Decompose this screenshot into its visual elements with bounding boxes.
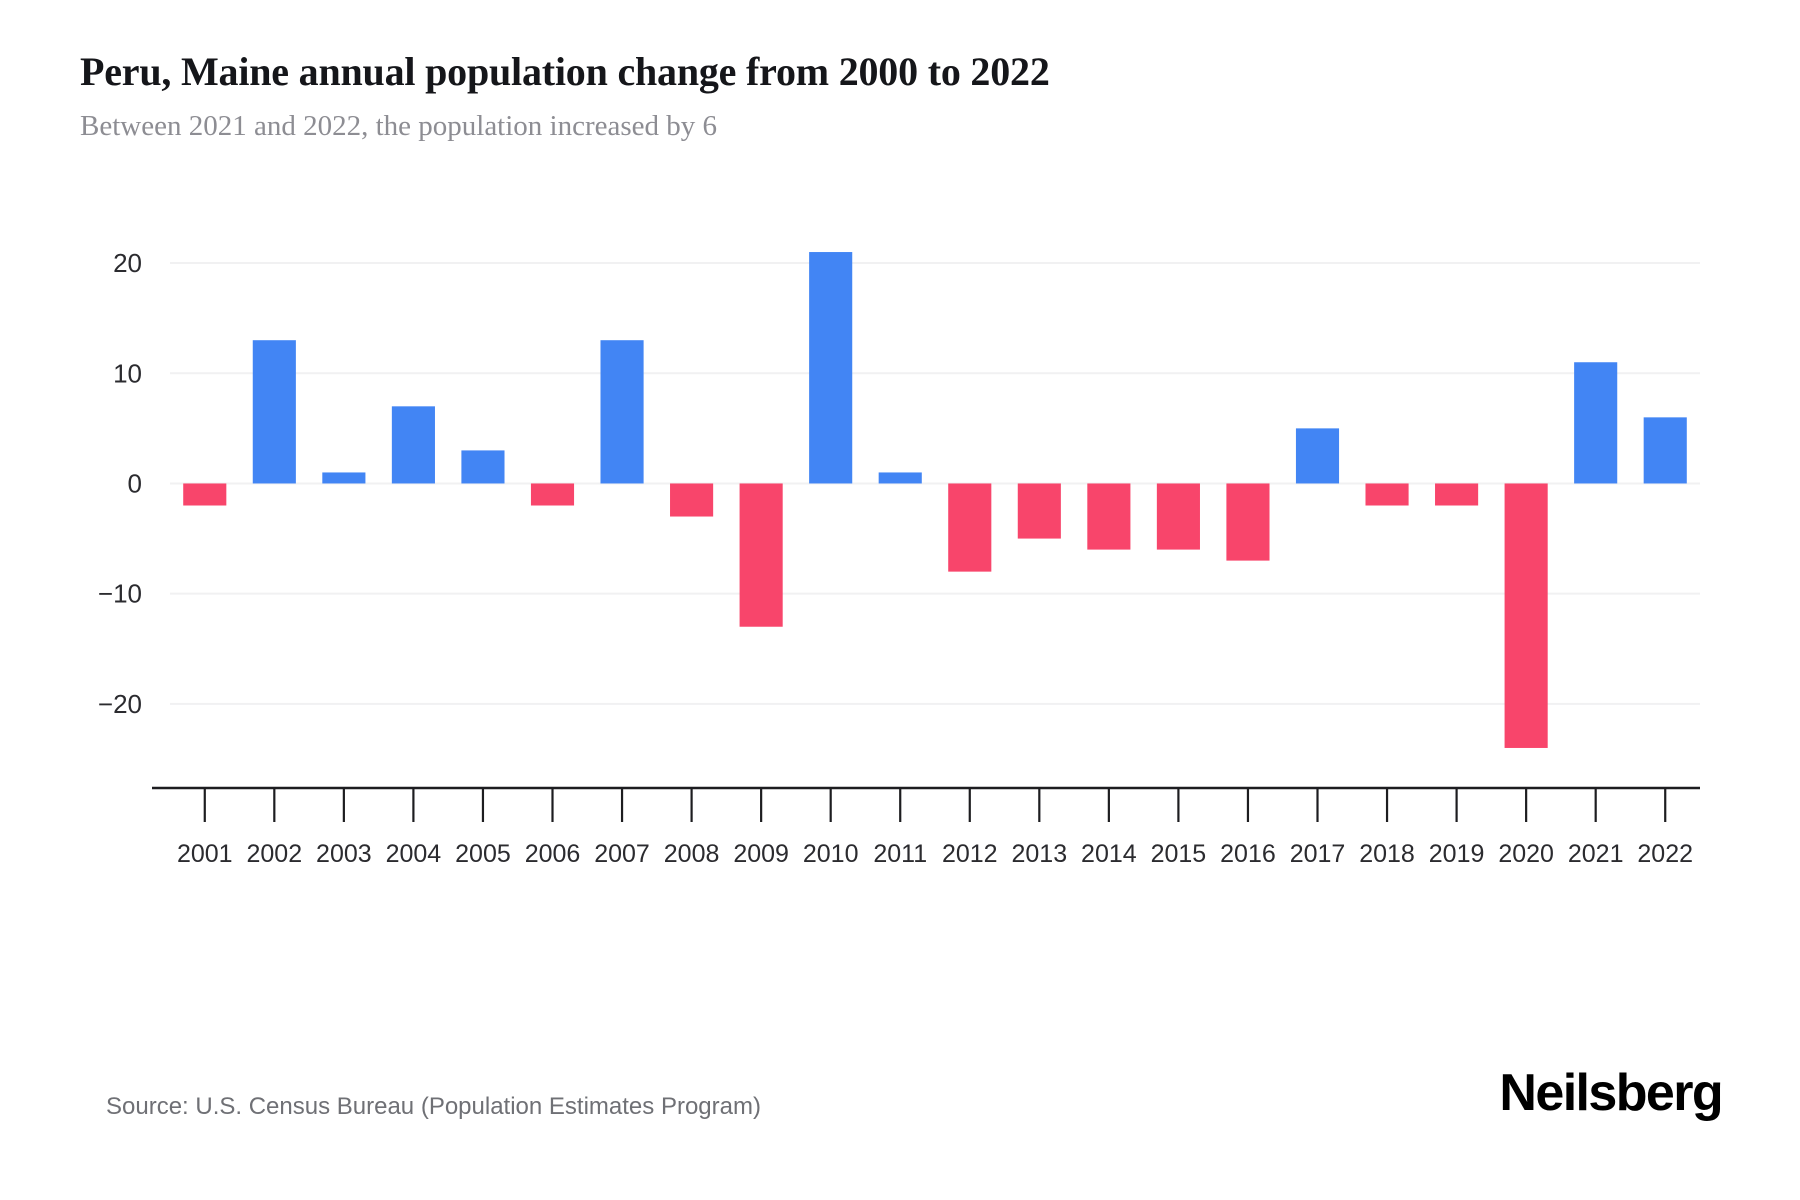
bar-2015[interactable] bbox=[1156, 483, 1200, 550]
bar-2022[interactable] bbox=[1643, 417, 1687, 484]
bar-2013[interactable] bbox=[1017, 483, 1061, 539]
page-title: Peru, Maine annual population change fro… bbox=[80, 49, 1050, 94]
y-axis-tick-label: 20 bbox=[113, 248, 142, 278]
x-axis-tick-label: 2009 bbox=[733, 840, 789, 868]
x-axis-tick-label: 2014 bbox=[1081, 840, 1137, 868]
bar-2005[interactable] bbox=[461, 450, 505, 484]
bar-2011[interactable] bbox=[878, 472, 922, 484]
bar-2001[interactable] bbox=[183, 483, 227, 506]
x-axis-tick-label: 2019 bbox=[1429, 840, 1485, 868]
x-axis-tick-label: 2016 bbox=[1220, 840, 1276, 868]
bar-2016[interactable] bbox=[1226, 483, 1270, 561]
x-axis-tick-label: 2005 bbox=[455, 840, 511, 868]
y-axis-tick-label: −10 bbox=[98, 579, 142, 609]
bar-2003[interactable] bbox=[322, 472, 366, 484]
y-axis-tick-label: 10 bbox=[113, 358, 142, 388]
bar-2010[interactable] bbox=[809, 252, 853, 484]
chart-header: Peru, Maine annual population change fro… bbox=[80, 48, 1720, 144]
x-axis-tick-label: 2004 bbox=[386, 840, 442, 868]
bar-2020[interactable] bbox=[1504, 483, 1548, 748]
bar-2014[interactable] bbox=[1087, 483, 1131, 550]
x-axis-tick-label: 2022 bbox=[1637, 840, 1693, 868]
x-axis-tick-label: 2010 bbox=[803, 840, 859, 868]
bar-2019[interactable] bbox=[1435, 483, 1479, 506]
bar-2006[interactable] bbox=[530, 483, 575, 506]
chart-plot-area: 20 10 0 −10 −20 2001 2002 2003 2004 2005 2006 2007 2… bbox=[0, 210, 1800, 950]
bar-2008[interactable] bbox=[670, 483, 714, 517]
y-axis-tick-label: 0 bbox=[128, 468, 142, 498]
x-axis-tick-label: 2011 bbox=[873, 840, 927, 868]
x-axis-tick-label: 2002 bbox=[247, 840, 303, 868]
x-axis-tick-label: 2001 bbox=[177, 840, 233, 868]
x-axis-tick-label: 2012 bbox=[942, 840, 998, 868]
bar-2017[interactable] bbox=[1295, 428, 1340, 484]
bar-2009[interactable] bbox=[739, 483, 783, 627]
brand-logo: Neilsberg bbox=[1499, 1064, 1723, 1122]
x-axis-tick-label: 2018 bbox=[1359, 840, 1415, 868]
bar-2002[interactable] bbox=[252, 340, 296, 484]
x-axis-tick-label: 2020 bbox=[1498, 840, 1554, 868]
chart-subtitle: Between 2021 and 2022, the population in… bbox=[80, 110, 718, 143]
bar-2021[interactable] bbox=[1574, 362, 1618, 484]
bar-2018[interactable] bbox=[1365, 483, 1409, 506]
chart-footer: Source: U.S. Census Bureau (Population E… bbox=[0, 1064, 1800, 1175]
x-axis-tick-label: 2015 bbox=[1151, 840, 1207, 868]
bar-2007[interactable] bbox=[600, 340, 644, 484]
x-axis-tick-label: 2021 bbox=[1568, 840, 1624, 868]
source-note: Source: U.S. Census Bureau (Population E… bbox=[106, 1093, 761, 1120]
x-axis-tick-label: 2006 bbox=[525, 840, 581, 868]
bar-2004[interactable] bbox=[391, 406, 435, 484]
x-axis-tick-label: 2008 bbox=[664, 840, 720, 868]
x-axis-tick-label: 2013 bbox=[1012, 840, 1068, 868]
bar-2012[interactable] bbox=[948, 483, 992, 572]
y-axis-tick-label: −20 bbox=[98, 689, 142, 719]
x-axis-tick-label: 2007 bbox=[594, 840, 650, 868]
x-axis-tick-label: 2003 bbox=[316, 840, 372, 868]
x-axis-tick-label: 2017 bbox=[1290, 840, 1346, 868]
